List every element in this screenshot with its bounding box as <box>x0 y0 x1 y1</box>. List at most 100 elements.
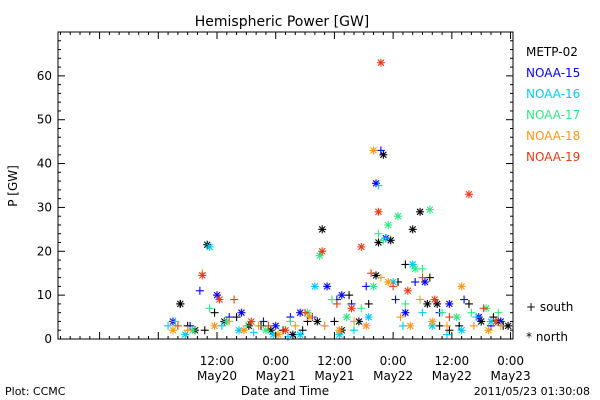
data-marks <box>164 58 513 341</box>
north-point-noaa-17 <box>425 205 434 214</box>
north-point-noaa-19 <box>491 317 500 326</box>
south-point-noaa-18 <box>376 273 385 282</box>
y-tick-label: 40 <box>37 157 52 171</box>
south-point-noaa-19 <box>418 273 427 282</box>
north-point-noaa-17 <box>452 313 461 322</box>
marker-legend-north: * north <box>526 330 568 344</box>
north-point-metp-02 <box>408 225 417 234</box>
south-point-metp-02 <box>210 308 219 317</box>
north-point-noaa-19 <box>464 190 473 199</box>
plot-frame <box>57 31 514 340</box>
south-point-noaa-16 <box>442 330 451 339</box>
north-point-noaa-18 <box>406 321 415 330</box>
marker-legend-south: + south <box>526 300 573 314</box>
south-point-noaa-17 <box>171 317 180 326</box>
north-point-noaa-18 <box>457 282 466 291</box>
x-tick-label-date: May22 <box>373 369 413 383</box>
north-point-noaa-17 <box>369 282 378 291</box>
south-point-noaa-16 <box>418 308 427 317</box>
north-point-noaa-16 <box>205 242 214 251</box>
south-point-metp-02 <box>464 299 473 308</box>
y-axis-label: P [GW] <box>6 165 20 207</box>
legend-entry-noaa-15: NOAA-15 <box>526 66 580 80</box>
south-point-noaa-15 <box>362 282 371 291</box>
north-point-noaa-17 <box>384 220 393 229</box>
x-tick-label-date: May23 <box>491 369 531 383</box>
south-point-noaa-19 <box>332 299 341 308</box>
x-axis-label: Date and Time <box>241 384 329 398</box>
south-point-noaa-19 <box>264 321 273 330</box>
south-point-noaa-19 <box>173 321 182 330</box>
north-point-noaa-17 <box>342 313 351 322</box>
south-point-noaa-16 <box>164 321 173 330</box>
north-point-noaa-15 <box>237 308 246 317</box>
y-tick-label: 60 <box>37 69 52 83</box>
south-point-metp-02 <box>176 299 185 308</box>
south-point-noaa-17 <box>374 229 383 238</box>
legend-entry-noaa-19: NOAA-19 <box>526 150 580 164</box>
legend-entry-noaa-16: NOAA-16 <box>526 87 580 101</box>
south-point-noaa-16 <box>249 328 258 337</box>
north-point-noaa-19 <box>376 58 385 67</box>
north-point-noaa-15 <box>445 299 454 308</box>
north-point-metp-02 <box>354 317 363 326</box>
y-axis: 0 10 20 30 40 50 60 <box>37 31 513 346</box>
south-point-noaa-15 <box>411 277 420 286</box>
south-point-noaa-17 <box>438 308 447 317</box>
y-tick-label: 50 <box>37 113 52 127</box>
south-point-noaa-17 <box>379 236 388 245</box>
north-point-metp-02 <box>423 299 432 308</box>
south-point-noaa-19 <box>389 282 398 291</box>
south-point-noaa-19 <box>445 313 454 322</box>
y-tick-label: 30 <box>37 200 52 214</box>
south-point-metp-02 <box>232 313 241 322</box>
south-point-noaa-18 <box>442 321 451 330</box>
x-tick-label-time: 0:00 <box>262 354 289 368</box>
south-point-noaa-18 <box>291 321 300 330</box>
south-point-metp-02 <box>435 321 444 330</box>
south-point-noaa-17 <box>357 304 366 313</box>
north-point-metp-02 <box>313 317 322 326</box>
north-point-noaa-19 <box>357 242 366 251</box>
north-point-noaa-19 <box>347 304 356 313</box>
south-point-metp-02 <box>200 326 209 335</box>
north-point-noaa-18 <box>335 326 344 335</box>
north-point-metp-02 <box>374 238 383 247</box>
south-point-noaa-17 <box>494 308 503 317</box>
north-point-noaa-16 <box>389 277 398 286</box>
chart-title: Hemispheric Power [GW] <box>195 14 370 30</box>
south-point-metp-02 <box>330 317 339 326</box>
north-point-noaa-17 <box>411 264 420 273</box>
north-point-noaa-18 <box>484 326 493 335</box>
south-point-noaa-18 <box>320 321 329 330</box>
south-point-metp-02 <box>364 299 373 308</box>
north-point-noaa-18 <box>168 326 177 335</box>
south-point-noaa-15 <box>195 286 204 295</box>
x-tick-label-time: 12:00 <box>317 354 352 368</box>
north-point-noaa-19 <box>215 295 224 304</box>
north-point-noaa-16 <box>457 326 466 335</box>
north-point-metp-02 <box>416 207 425 216</box>
north-point-noaa-19 <box>198 271 207 280</box>
north-point-noaa-18 <box>210 321 219 330</box>
south-point-noaa-18 <box>396 313 405 322</box>
x-tick-label-date: May21 <box>256 369 296 383</box>
south-point-noaa-17 <box>418 264 427 273</box>
south-point-noaa-19 <box>479 304 488 313</box>
north-point-metp-02 <box>504 321 513 330</box>
north-point-metp-02 <box>318 225 327 234</box>
x-tick-label-time: 0:00 <box>497 354 524 368</box>
south-point-noaa-16 <box>349 326 358 335</box>
footer-credit: Plot: CCMC <box>5 385 66 398</box>
south-point-metp-02 <box>401 260 410 269</box>
north-point-noaa-19 <box>374 207 383 216</box>
north-point-noaa-15 <box>323 282 332 291</box>
south-point-noaa-15 <box>376 146 385 155</box>
south-point-noaa-17 <box>286 317 295 326</box>
x-tick-label-date: May22 <box>432 369 472 383</box>
south-point-metp-02 <box>425 273 434 282</box>
x-tick-label-date: May20 <box>197 369 237 383</box>
north-point-noaa-15 <box>296 308 305 317</box>
south-point-noaa-18 <box>349 317 358 326</box>
